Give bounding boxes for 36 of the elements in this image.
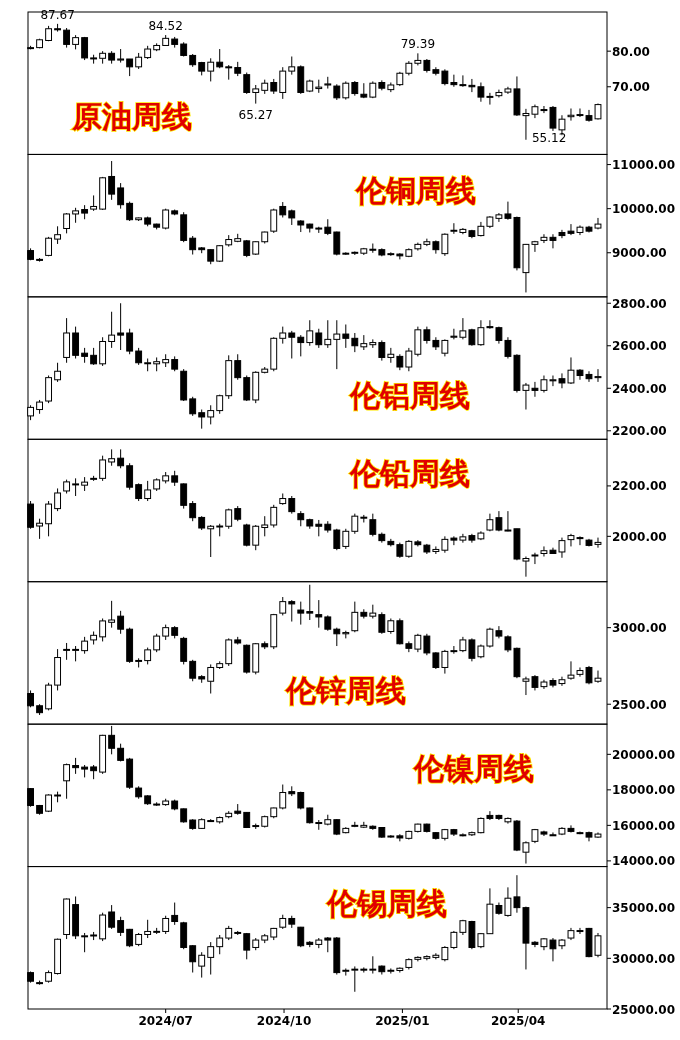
y-tick-label: 16000.00	[612, 818, 676, 833]
y-tick-label: 2500.00	[612, 697, 667, 712]
text: 原油周线	[71, 98, 193, 134]
y-tick-label: 9000.00	[612, 246, 667, 261]
annotation: 79.39	[400, 37, 436, 52]
y-tick-label: 25000.00	[612, 1002, 676, 1017]
y-tick-label: 2800.00	[612, 296, 667, 311]
text: 伦铅周线	[349, 456, 471, 492]
y-tick-label: 11000.00	[612, 158, 676, 173]
text: 伦锡周线	[325, 886, 447, 922]
y-tick-label: 70.00	[612, 80, 650, 95]
y-tick-label: 10000.00	[612, 202, 676, 217]
y-tick-label: 3000.00	[612, 621, 667, 636]
x-tick-label: 2024/07	[138, 1014, 193, 1028]
y-tick-label: 35000.00	[612, 901, 676, 916]
annotation: 65.27	[238, 107, 273, 122]
text: 伦锌周线	[285, 672, 407, 708]
text: 伦镍周线	[412, 750, 534, 786]
y-tick-label: 2200.00	[612, 424, 667, 439]
x-tick-label: 2025/01	[375, 1014, 430, 1028]
x-tick-label: 2025/04	[490, 1014, 546, 1028]
y-tick-label: 2200.00	[612, 479, 667, 494]
y-tick-label: 20000.00	[612, 747, 676, 762]
annotation: 84.52	[148, 19, 183, 34]
y-tick-label: 30000.00	[612, 951, 676, 966]
y-tick-label: 80.00	[612, 44, 650, 59]
x-tick-label: 2024/10	[256, 1014, 312, 1028]
text: 伦铜周线	[354, 172, 476, 208]
annotation: 87.67	[40, 7, 75, 22]
y-tick-label: 14000.00	[612, 854, 676, 869]
text: 伦铝周线	[349, 377, 471, 413]
y-tick-label: 2400.00	[612, 381, 667, 396]
annotation: 55.12	[531, 130, 567, 145]
y-tick-label: 18000.00	[612, 783, 676, 798]
y-tick-label: 2600.00	[612, 339, 667, 354]
y-tick-label: 2000.00	[612, 529, 667, 544]
